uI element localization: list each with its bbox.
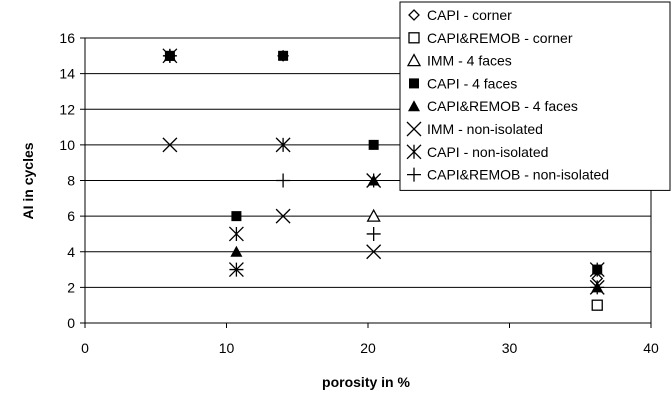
y-tick-label: 16 xyxy=(59,30,75,46)
data-point xyxy=(228,226,244,242)
legend-label: CAPI&REMOB - corner xyxy=(427,30,573,46)
data-point xyxy=(275,137,291,153)
legend-marker xyxy=(406,53,422,67)
data-point xyxy=(589,262,605,278)
legend-marker xyxy=(407,167,421,182)
x-tick-label: 0 xyxy=(81,340,89,356)
y-tick-label: 0 xyxy=(67,315,75,331)
data-point xyxy=(278,50,289,61)
y-tick-label: 8 xyxy=(67,173,75,189)
x-tick-label: 40 xyxy=(643,340,659,356)
y-tick-label: 2 xyxy=(67,279,75,295)
gridlines xyxy=(85,37,651,288)
data-point xyxy=(366,226,381,241)
y-axis-title: AI in cycles xyxy=(20,142,36,219)
tick-labels: 0 2 4 6 8 10 12 14 16 0 10 20 30 40 xyxy=(59,30,659,356)
legend-box xyxy=(399,1,671,191)
data-point xyxy=(229,262,244,277)
data-point xyxy=(162,137,178,153)
y-tick-label: 6 xyxy=(67,208,75,224)
legend-marker xyxy=(406,121,422,137)
x-tick-label: 20 xyxy=(360,340,376,356)
data-point xyxy=(366,208,381,222)
data-points xyxy=(162,48,605,311)
y-tick-label: 4 xyxy=(67,244,75,260)
x-tick-label: 30 xyxy=(502,340,518,356)
data-point xyxy=(230,245,243,257)
y-tick-label: 14 xyxy=(59,66,75,82)
legend-label: CAPI - corner xyxy=(427,7,512,23)
legend-label: IMM - 4 faces xyxy=(427,53,512,69)
y-tick-label: 10 xyxy=(59,137,75,153)
data-point xyxy=(590,280,605,295)
legend-marker xyxy=(408,9,420,21)
legend-label: CAPI - non-isolated xyxy=(427,144,548,160)
data-point xyxy=(231,211,242,222)
legend-marker xyxy=(408,100,420,112)
data-point xyxy=(276,173,291,188)
data-point xyxy=(275,208,291,224)
data-point xyxy=(162,48,177,63)
data-point xyxy=(366,244,382,260)
data-point xyxy=(368,139,379,150)
legend-label: IMM - non-isolated xyxy=(427,121,543,137)
legend-label: CAPI&REMOB - non-isolated xyxy=(427,167,609,183)
data-point xyxy=(366,173,382,188)
y-tick-label: 12 xyxy=(59,101,75,117)
legend-label: CAPI&REMOB - 4 faces xyxy=(427,98,578,114)
data-point xyxy=(591,299,603,311)
legend-marker xyxy=(409,78,419,89)
legend-marker xyxy=(406,144,422,160)
x-axis-title: porosity in % xyxy=(322,374,410,390)
legend-marker xyxy=(408,32,420,44)
legend: CAPI - corner CAPI&REMOB - corner IMM - 4 … xyxy=(399,1,671,191)
legend-label: CAPI - 4 faces xyxy=(427,75,517,91)
x-tick-label: 10 xyxy=(219,340,235,356)
